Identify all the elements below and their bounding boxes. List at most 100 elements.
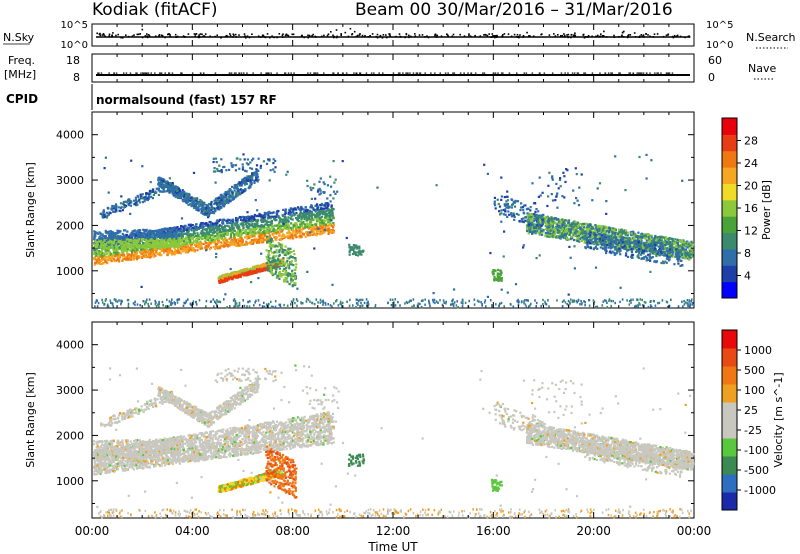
- data-pixel: [200, 222, 203, 225]
- data-pixel: [115, 210, 118, 213]
- sky-noise-point: [516, 33, 519, 36]
- nave-point: [573, 72, 576, 74]
- data-pixel: [168, 187, 172, 190]
- data-pixel: [233, 244, 237, 247]
- data-pixel: [265, 226, 268, 229]
- data-pixel: [121, 257, 125, 260]
- nave-point: [353, 72, 355, 74]
- data-pixel: [142, 254, 145, 257]
- data-pixel: [171, 181, 174, 185]
- data-pixel: [239, 188, 243, 191]
- data-pixel: [107, 242, 110, 245]
- data-pixel: [177, 233, 181, 236]
- data-pixel: [296, 218, 299, 221]
- data-pixel: [253, 218, 256, 221]
- data-pixel: [223, 165, 226, 168]
- data-pixel: [177, 251, 180, 254]
- data-pixel: [272, 217, 275, 220]
- data-pixel: [130, 201, 133, 204]
- data-pixel: [129, 235, 132, 238]
- nave-point: [191, 72, 194, 74]
- sky-noise-point: [198, 34, 200, 36]
- data-pixel: [186, 228, 189, 232]
- data-pixel: [112, 244, 115, 247]
- data-pixel: [148, 234, 151, 237]
- data-pixel: [221, 229, 224, 232]
- sky-noise-point: [139, 33, 141, 35]
- data-pixel: [262, 219, 265, 222]
- data-pixel: [231, 226, 234, 229]
- data-pixel: [167, 190, 170, 193]
- sky-noise-point: [557, 34, 559, 36]
- nave-point: [665, 72, 668, 74]
- nave-point: [243, 72, 245, 74]
- data-pixel: [188, 227, 191, 230]
- data-pixel: [256, 175, 260, 178]
- data-pixel: [187, 233, 190, 236]
- data-pixel: [220, 205, 223, 209]
- data-pixel: [182, 199, 185, 202]
- data-pixel: [149, 235, 152, 239]
- data-pixel: [225, 241, 229, 244]
- data-pixel: [215, 237, 218, 241]
- data-pixel: [312, 208, 315, 211]
- data-pixel: [197, 236, 200, 240]
- data-pixel: [299, 215, 303, 218]
- data-pixel: [116, 231, 119, 234]
- sky-noise-point: [382, 34, 385, 36]
- data-pixel: [157, 177, 160, 180]
- sky-noise-point: [285, 33, 288, 36]
- data-pixel: [272, 162, 275, 165]
- data-pixel: [169, 231, 172, 234]
- data-pixel: [189, 246, 192, 249]
- data-pixel: [115, 206, 118, 210]
- data-pixel: [262, 224, 265, 227]
- data-pixel: [156, 234, 159, 237]
- data-pixel: [311, 227, 314, 230]
- data-pixel: [172, 245, 175, 248]
- nave-point: [502, 72, 504, 74]
- data-pixel: [142, 238, 145, 241]
- data-pixel: [139, 231, 142, 234]
- data-pixel: [205, 244, 208, 247]
- data-pixel: [259, 166, 262, 170]
- data-pixel: [164, 249, 167, 253]
- data-pixel: [165, 237, 168, 240]
- data-pixel: [240, 184, 243, 187]
- data-pixel: [287, 216, 290, 219]
- data-pixel: [119, 235, 122, 238]
- data-pixel: [268, 158, 271, 161]
- data-pixel: [125, 233, 129, 237]
- data-pixel: [214, 244, 218, 247]
- data-pixel: [145, 195, 148, 198]
- data-pixel: [101, 246, 104, 250]
- data-pixel: [324, 227, 327, 230]
- data-pixel: [168, 235, 171, 238]
- sky-noise-point: [446, 34, 449, 36]
- data-pixel: [225, 200, 228, 203]
- data-pixel: [165, 245, 168, 248]
- data-pixel: [249, 181, 252, 184]
- data-pixel: [226, 218, 229, 221]
- data-pixel: [231, 220, 234, 223]
- data-pixel: [242, 179, 245, 182]
- data-pixel: [192, 239, 195, 242]
- data-pixel: [217, 232, 220, 235]
- data-pixel: [221, 221, 224, 224]
- data-pixel: [220, 195, 223, 198]
- data-pixel: [170, 233, 173, 236]
- data-pixel: [257, 229, 261, 233]
- data-pixel: [321, 210, 324, 213]
- data-pixel: [278, 228, 281, 231]
- data-pixel: [152, 237, 155, 240]
- data-pixel: [178, 190, 181, 193]
- data-pixel: [108, 239, 111, 242]
- data-pixel: [268, 232, 271, 235]
- data-pixel: [230, 191, 233, 194]
- sky-noise-point: [601, 35, 604, 37]
- data-pixel: [289, 237, 292, 240]
- data-pixel: [247, 226, 250, 229]
- data-pixel: [238, 182, 241, 185]
- data-pixel: [232, 196, 235, 199]
